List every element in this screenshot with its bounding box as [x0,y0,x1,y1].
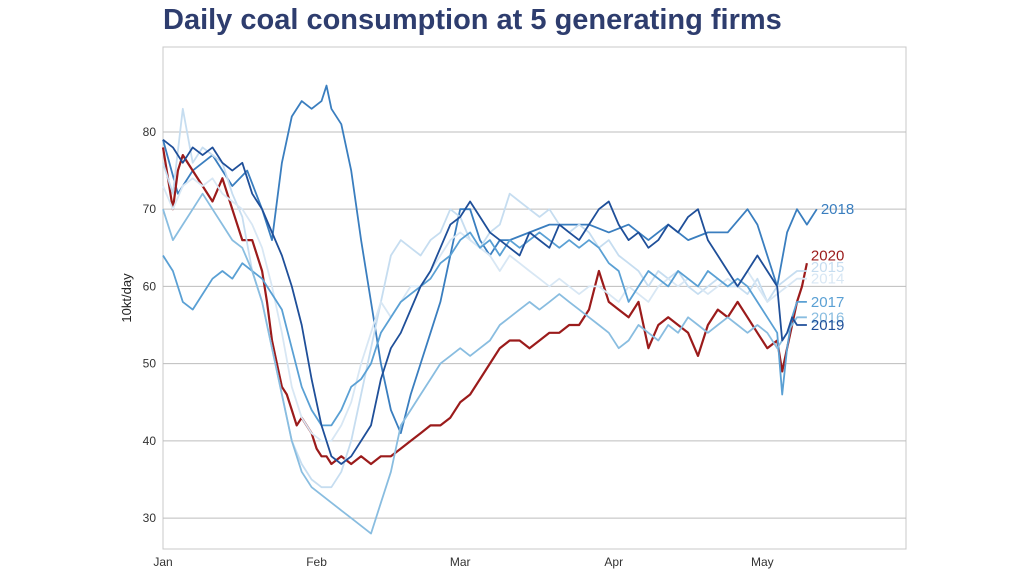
series-line-2015 [162,107,807,489]
x-tick-label: Mar [450,555,471,569]
x-tick-label: Feb [306,555,327,569]
series-label-2015: 2015 [811,259,844,276]
y-tick-label: 30 [143,511,157,525]
x-tick-label: Apr [604,555,623,569]
x-tick-label: Jan [153,555,172,569]
x-axis-ticks: Jan Feb Mar Apr May [153,555,773,569]
grid-lines [163,131,906,519]
series-lines [161,84,818,535]
series-label-2020: 2020 [811,248,844,265]
plot-area [162,46,907,550]
series-line-2017 [162,231,807,427]
x-tick-label: May [751,555,774,569]
chart-title: Daily coal consumption at 5 generating f… [163,4,782,36]
series-line-2014 [162,177,807,442]
y-tick-label: 70 [143,202,157,216]
y-tick-label: 60 [143,279,157,293]
y-tick-label: 50 [143,357,157,371]
series-line-2016 [162,192,807,535]
series-line-2018 [162,84,818,435]
y-axis-label: 10kt/day [119,273,134,323]
series-label-2017: 2017 [811,294,844,311]
y-axis-ticks: 30 40 50 60 70 80 [143,125,157,525]
y-tick-label: 80 [143,125,157,139]
series-label-2019: 2019 [811,317,844,334]
series-line-2020 [161,147,808,466]
series-label-2018: 2018 [821,201,854,218]
series-label-2014: 2014 [811,271,844,288]
series-line-2019 [162,138,807,465]
y-tick-label: 40 [143,434,157,448]
series-label-2016: 2016 [811,309,844,326]
